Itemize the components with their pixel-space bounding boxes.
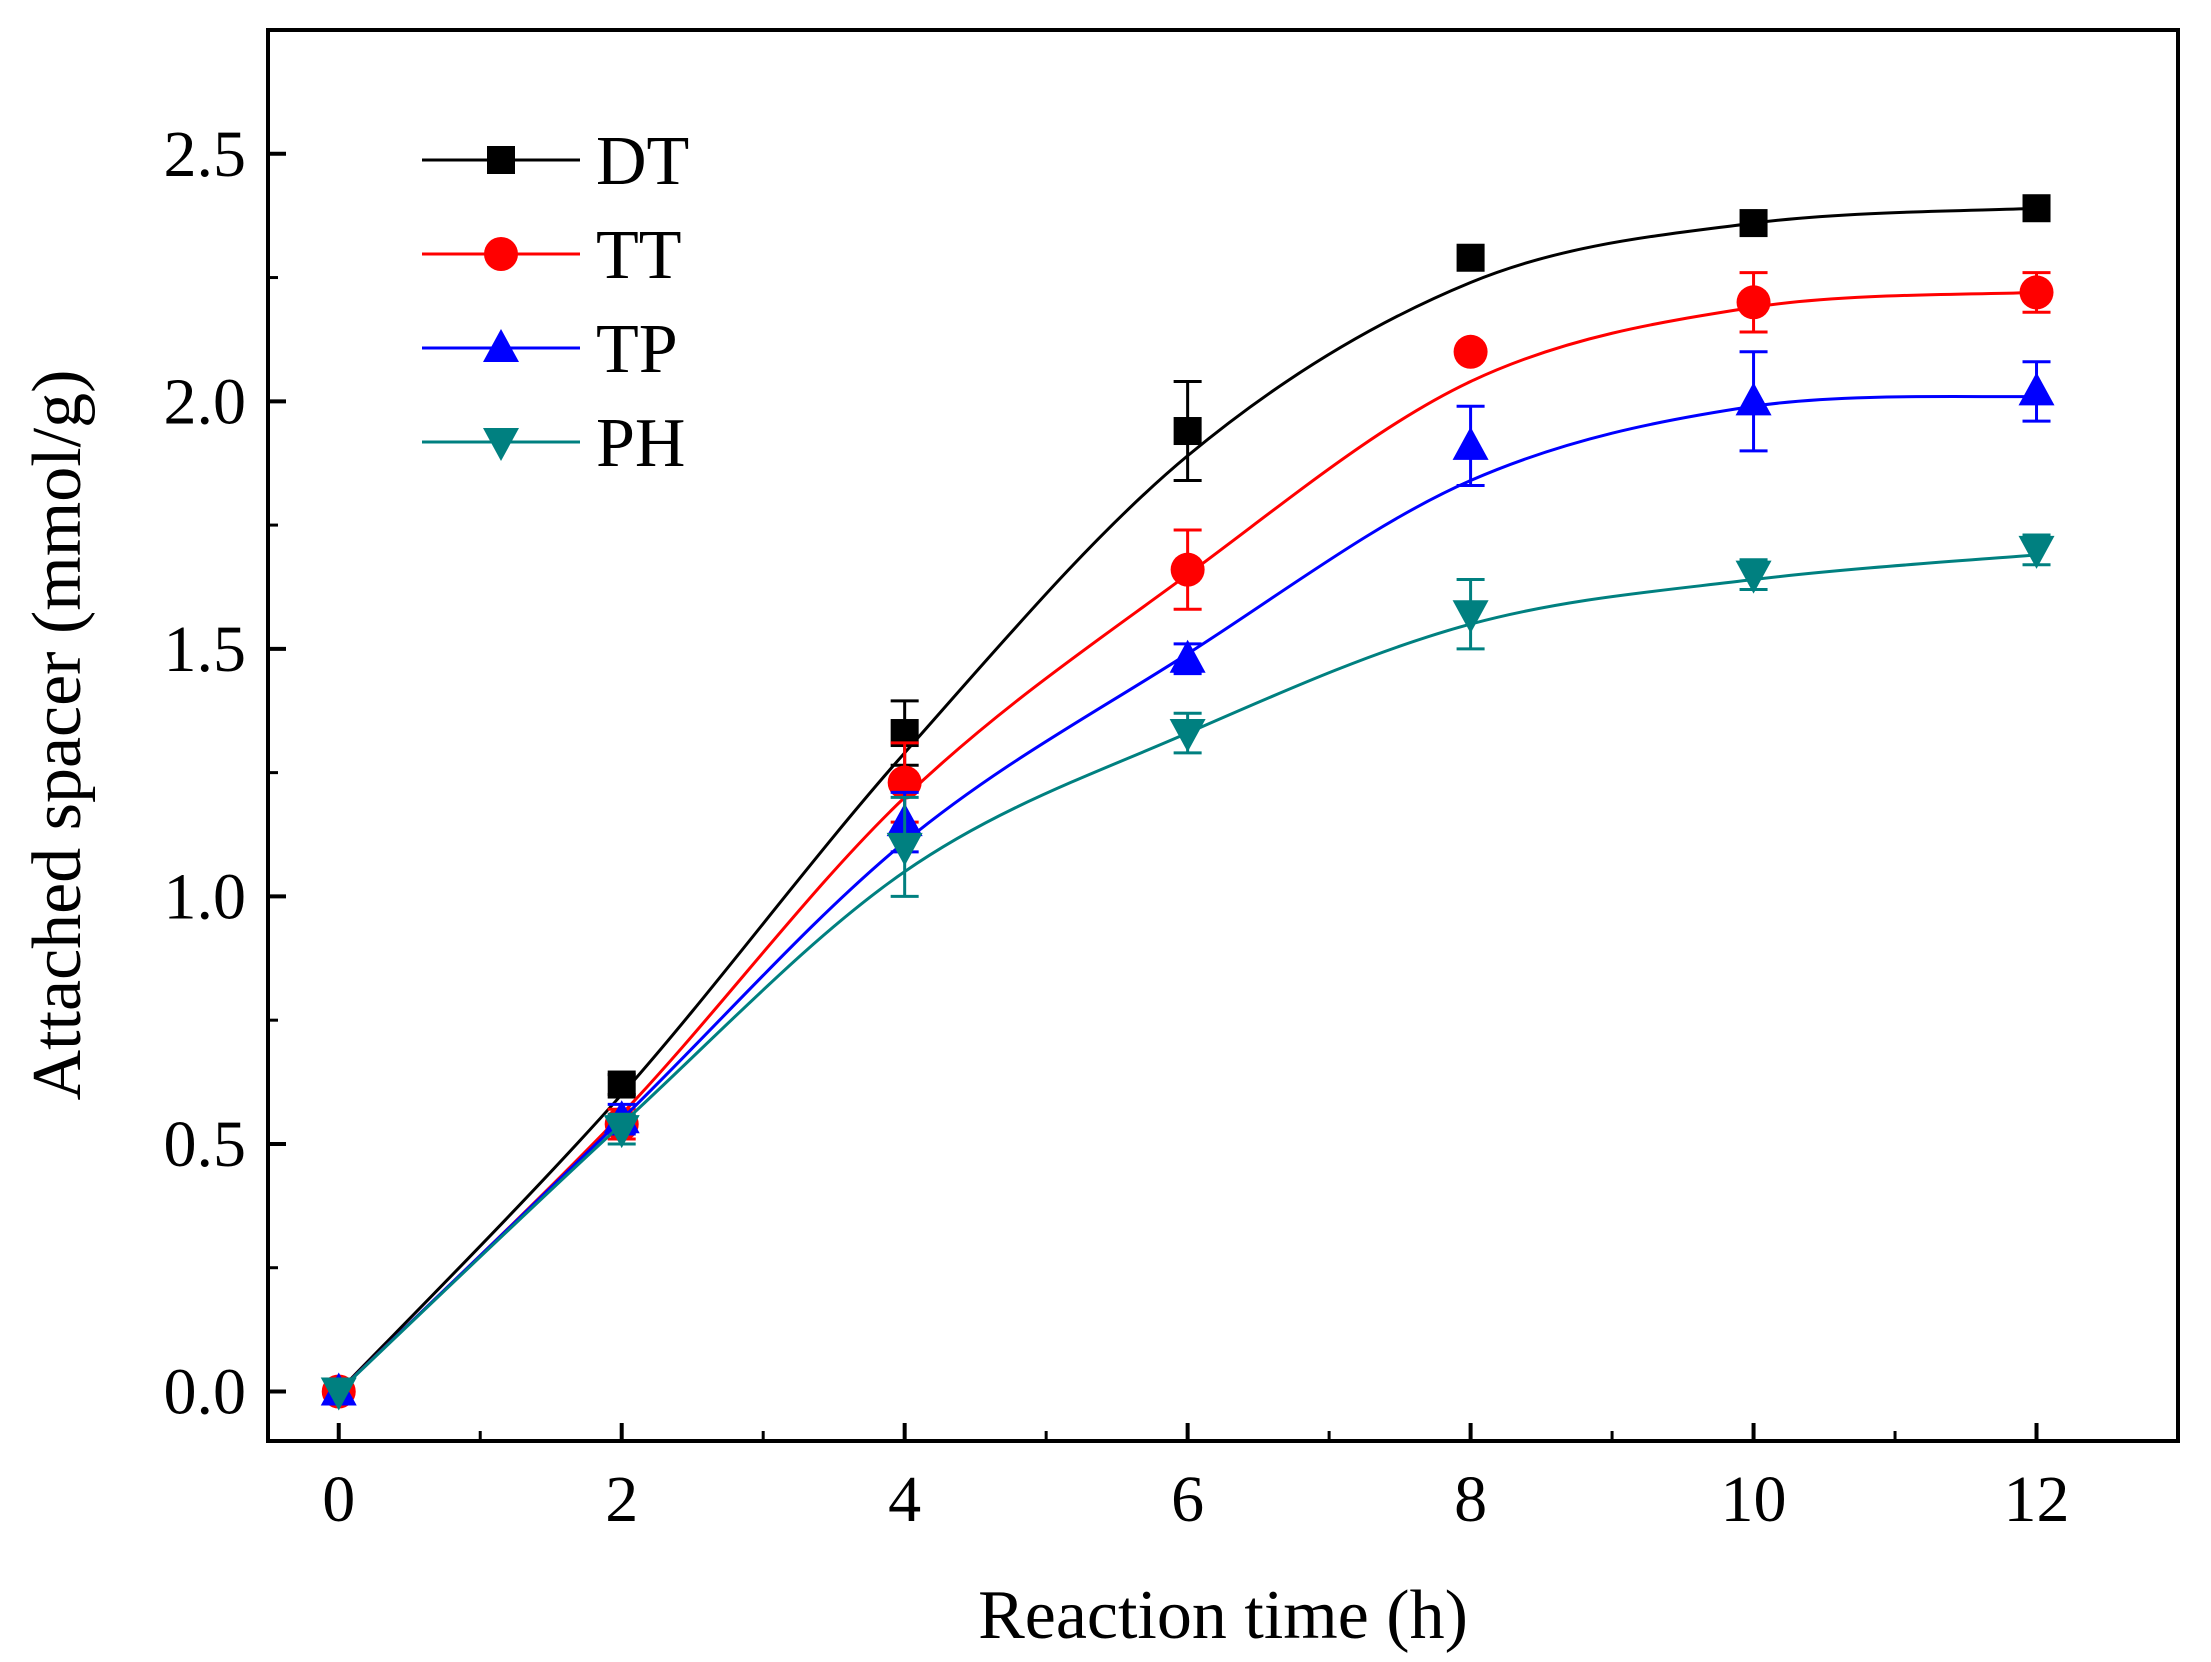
legend-label: PH	[596, 405, 685, 482]
legend-label: DT	[596, 123, 689, 200]
x-tick-label: 6	[1171, 1463, 1204, 1536]
legend-item-dt: DT	[422, 123, 689, 200]
x-tick-label: 10	[1721, 1463, 1787, 1536]
data-point	[2022, 194, 2051, 223]
data-point	[1173, 417, 1202, 446]
x-tick-label: 2	[605, 1463, 638, 1536]
y-tick-label: 0.0	[164, 1355, 247, 1428]
data-point	[1735, 560, 1772, 594]
data-point	[1456, 243, 1485, 272]
data-point	[607, 1070, 636, 1099]
y-axis-title: Attached spacer (mmol/g)	[19, 370, 96, 1101]
y-tick-label: 2.5	[164, 118, 247, 191]
legend-item-ph: PH	[422, 405, 685, 482]
legend-label: TT	[596, 217, 682, 294]
legend-marker	[483, 428, 519, 461]
series-tp	[320, 350, 2055, 1406]
y-tick-labels: 0.0 0.5 1.0 1.5 2.0 2.5	[164, 118, 247, 1429]
legend-marker	[487, 146, 515, 174]
data-point	[1736, 285, 1771, 320]
data-point	[1739, 209, 1768, 238]
data-point	[320, 1377, 357, 1411]
y-tick-label: 0.5	[164, 1108, 247, 1181]
x-tick-label: 0	[322, 1463, 355, 1536]
data-point	[603, 1115, 640, 1149]
axis-ticks	[268, 151, 2039, 1441]
series-dt	[324, 194, 2051, 1406]
legend: DT TT TP PH	[422, 123, 689, 482]
legend-item-tt: TT	[422, 217, 682, 294]
x-tick-label: 4	[888, 1463, 921, 1536]
legend-marker	[484, 237, 518, 271]
data-point	[1453, 334, 1488, 369]
data-point	[886, 832, 923, 866]
data-point	[1735, 382, 1772, 416]
data-point	[1169, 639, 1206, 673]
series-layer	[320, 194, 2055, 1411]
y-tick-label: 2.0	[164, 365, 247, 438]
x-tick-label: 12	[2004, 1463, 2070, 1536]
data-point	[1169, 719, 1206, 753]
x-tick-labels: 0 2 4 6 8 10 12	[322, 1463, 2069, 1536]
series-ph	[320, 533, 2055, 1411]
y-tick-label: 1.0	[164, 860, 247, 933]
legend-marker	[483, 329, 519, 362]
data-point	[1170, 552, 1205, 587]
series-line-dt	[337, 206, 2037, 1393]
data-point	[1452, 426, 1489, 460]
data-point	[2018, 372, 2055, 406]
data-point	[1452, 600, 1489, 634]
legend-label: TP	[596, 311, 678, 388]
legend-item-tp: TP	[422, 311, 678, 388]
y-tick-label: 1.5	[164, 613, 247, 686]
series-line-ph	[337, 553, 2037, 1393]
data-point	[2019, 275, 2054, 310]
x-axis-title: Reaction time (h)	[978, 1577, 1468, 1654]
plot-frame	[266, 28, 2180, 1443]
data-point	[2018, 535, 2055, 569]
x-tick-label: 8	[1454, 1463, 1487, 1536]
